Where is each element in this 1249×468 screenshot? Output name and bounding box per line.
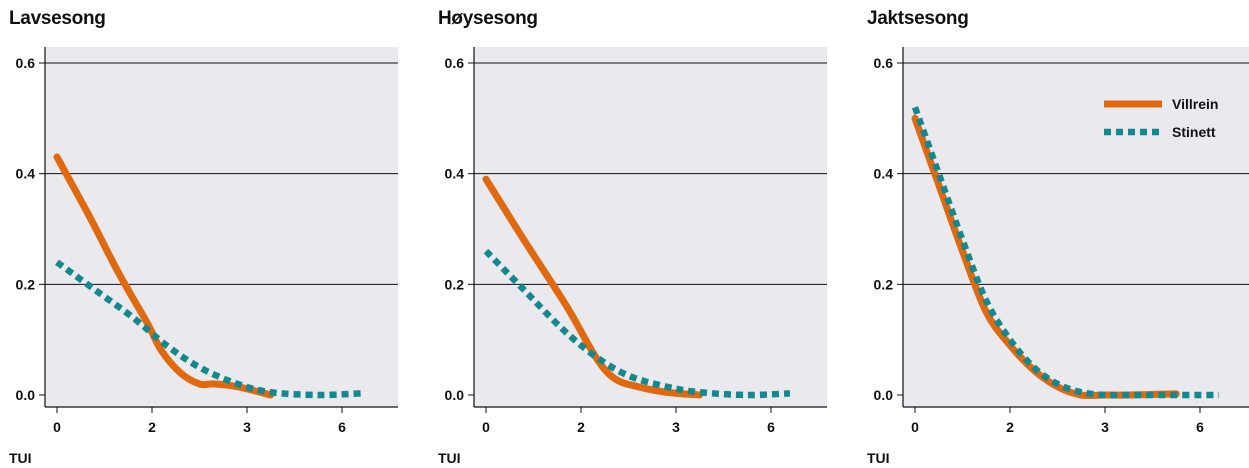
chart-plot: 0.0 0.2 0.4 0.6 0 2 3 6 TUI Villrein Stinett (867, 47, 1249, 466)
y-tick-label: 0.4 (16, 166, 36, 182)
series-line-stinett (55, 259, 362, 399)
x-tick-label: 2 (148, 419, 156, 435)
x-axis-label: TUI (9, 450, 32, 466)
x-tick-label: 3 (1101, 419, 1109, 435)
chart-plot: 0.0 0.2 0.4 0.6 0 2 3 6 TUI (9, 47, 398, 466)
plot-background (903, 47, 1249, 407)
y-tick-label: 0.2 (445, 276, 465, 292)
series-line-villrein (482, 175, 704, 399)
legend-label-stinett: Stinett (1172, 124, 1216, 140)
x-tick-label: 0 (911, 419, 919, 435)
x-tick-label: 0 (53, 419, 61, 435)
y-tick-label: 0.2 (16, 276, 36, 292)
y-tick-label: 0.0 (445, 387, 465, 403)
y-tick-label: 0.4 (874, 166, 894, 182)
y-tick-label: 0.4 (445, 166, 465, 182)
x-tick-label: 0 (482, 419, 490, 435)
chart-plot: 0.0 0.2 0.4 0.6 0 2 3 6 TUI (438, 47, 827, 466)
legend-label-villrein: Villrein (1172, 96, 1218, 112)
x-tick-label: 3 (243, 419, 251, 435)
x-axis-label: TUI (867, 450, 890, 466)
y-tick-label: 0.2 (874, 276, 894, 292)
series-line-stinett (911, 106, 1219, 399)
x-tick-label: 2 (1006, 419, 1014, 435)
x-tick-label: 3 (672, 419, 680, 435)
x-tick-label: 6 (338, 419, 346, 435)
y-tick-label: 0.0 (874, 387, 894, 403)
chart-panel-hoysesong: Høysesong 0.0 0.2 0.4 0.6 0 2 3 6 TUI (429, 0, 839, 468)
plot-background (45, 47, 398, 407)
y-tick-label: 0.6 (874, 55, 894, 71)
x-tick-label: 2 (577, 419, 585, 435)
chart-title: Jaktsesong (867, 8, 969, 29)
plot-background (474, 47, 827, 407)
x-tick-label: 6 (767, 419, 775, 435)
chart-title: Høysesong (438, 8, 538, 29)
x-axis-label: TUI (438, 450, 461, 466)
chart-panel-jaktsesong: Jaktsesong 0.0 0.2 0.4 0.6 0 2 3 6 TUI Villrein St… (858, 0, 1249, 468)
chart-title: Lavsesong (9, 8, 106, 29)
x-tick-label: 6 (1196, 419, 1204, 435)
y-tick-label: 0.0 (16, 387, 36, 403)
series-line-villrein (53, 153, 275, 399)
y-tick-label: 0.6 (16, 55, 36, 71)
y-tick-label: 0.6 (445, 55, 465, 71)
chart-panel-lavsesong: Lavsesong 0.0 0.2 0.4 0.6 0 2 3 6 TUI (0, 0, 410, 468)
